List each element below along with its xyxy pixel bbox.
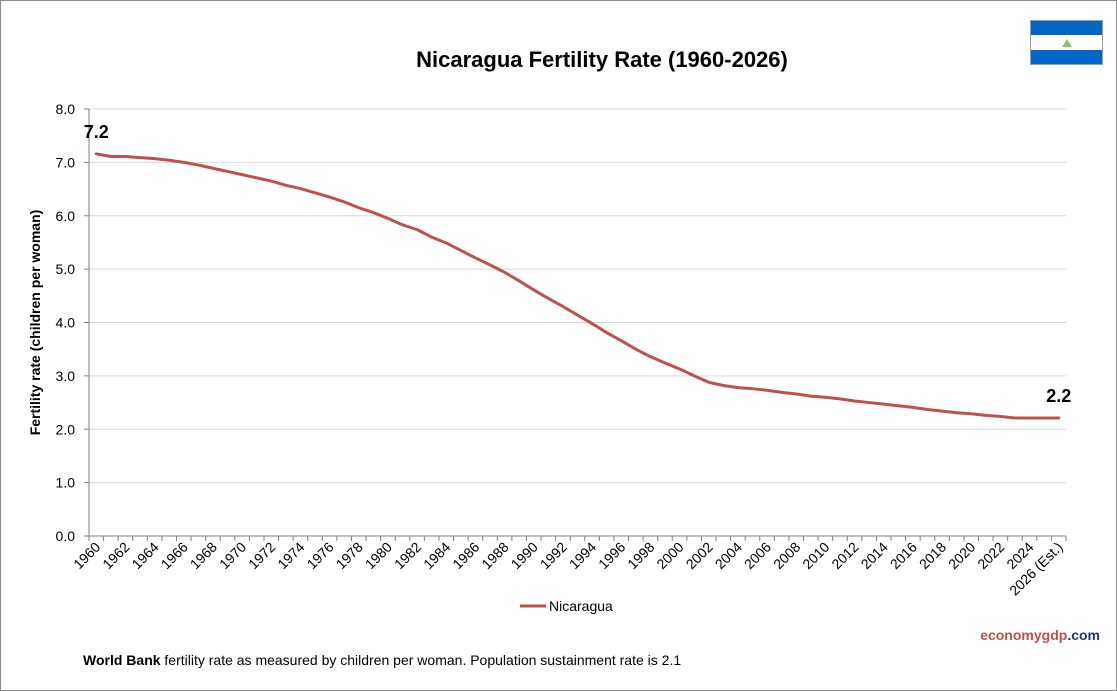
y-tick-label-4: 4.0 <box>56 315 76 331</box>
x-tick-label-21: 2002 <box>683 539 716 572</box>
y-tick-label-3: 3.0 <box>56 368 76 384</box>
x-tick-label-23: 2006 <box>741 539 774 572</box>
x-tick-label-16: 1992 <box>537 539 570 572</box>
source-note-text: fertility rate as measured by children p… <box>160 652 682 668</box>
x-tick-label-10: 1980 <box>362 539 395 572</box>
brand-part-com: .com <box>1067 627 1100 643</box>
x-tick-label-27: 2014 <box>858 539 891 572</box>
axes <box>88 109 1066 537</box>
x-tick-label-19: 1998 <box>624 539 657 572</box>
x-tick-label-0: 1960 <box>70 539 103 572</box>
x-tick-label-31: 2022 <box>974 539 1007 572</box>
y-axis-label: Fertility rate (children per woman) <box>27 210 43 436</box>
data-label-1960: 7.2 <box>84 122 109 142</box>
series-layer <box>94 152 1061 420</box>
flag-band-top <box>1031 21 1102 36</box>
x-tick-label-3: 1966 <box>158 539 191 572</box>
flag-emblem-icon <box>1061 38 1072 47</box>
x-tick-label-2: 1964 <box>128 539 161 572</box>
x-tick-label-9: 1978 <box>333 539 366 572</box>
source-name: World Bank <box>83 652 161 668</box>
brand-part-gdp: gdp <box>1041 627 1068 643</box>
x-tick-label-18: 1996 <box>595 539 628 572</box>
x-tick-label-8: 1976 <box>303 539 336 572</box>
y-tick-label-6: 6.0 <box>56 208 76 224</box>
x-tick-label-24: 2008 <box>770 539 803 572</box>
x-tick-label-22: 2004 <box>712 539 745 572</box>
chart-title: Nicaragua Fertility Rate (1960-2026) <box>416 47 788 72</box>
x-tick-label-7: 1974 <box>274 539 307 572</box>
data-labels: 7.2 2.2 <box>84 122 1071 406</box>
data-label-2026: 2.2 <box>1046 386 1071 406</box>
x-tick-label-29: 2018 <box>916 539 949 572</box>
y-tick-label-8: 8.0 <box>56 101 76 117</box>
x-tick-label-28: 2016 <box>887 539 920 572</box>
source-note: World Bank fertility rate as measured by… <box>83 652 681 668</box>
gridlines <box>89 108 1066 484</box>
legend-label-nicaragua: Nicaragua <box>549 598 613 614</box>
legend: Nicaragua <box>520 598 613 614</box>
x-tick-label-20: 2000 <box>653 539 686 572</box>
x-tick-label-25: 2010 <box>799 539 832 572</box>
y-axis-ticks: 0.0 1.0 2.0 3.0 4.0 5.0 6.0 7.0 8.0 <box>56 101 89 544</box>
y-tick-label-7: 7.0 <box>56 154 76 170</box>
x-tick-label-4: 1968 <box>187 539 220 572</box>
x-tick-label-30: 2020 <box>945 539 978 572</box>
y-tick-label-1: 1.0 <box>56 475 76 491</box>
x-tick-label-13: 1986 <box>449 539 482 572</box>
brand-watermark: economygdp.com <box>980 627 1100 643</box>
x-tick-label-14: 1988 <box>478 539 511 572</box>
brand-part-economy: economy <box>980 627 1042 643</box>
x-tick-label-12: 1984 <box>420 539 453 572</box>
x-tick-label-17: 1994 <box>566 539 599 572</box>
nicaragua-flag-icon <box>1030 20 1103 65</box>
series-line-nicaragua <box>94 152 1061 420</box>
x-tick-label-26: 2012 <box>828 539 861 572</box>
x-tick-label-15: 1990 <box>508 539 541 572</box>
flag-band-bottom <box>1031 49 1102 64</box>
x-axis-ticks: 1960196219641966196819701972197419761978… <box>70 536 1067 599</box>
x-tick-label-1: 1962 <box>99 539 132 572</box>
y-tick-label-5: 5.0 <box>56 261 76 277</box>
x-tick-label-6: 1972 <box>245 539 278 572</box>
y-tick-label-0: 0.0 <box>56 528 76 544</box>
x-tick-label-11: 1982 <box>391 539 424 572</box>
y-tick-label-2: 2.0 <box>56 421 76 437</box>
x-tick-label-5: 1970 <box>216 539 249 572</box>
